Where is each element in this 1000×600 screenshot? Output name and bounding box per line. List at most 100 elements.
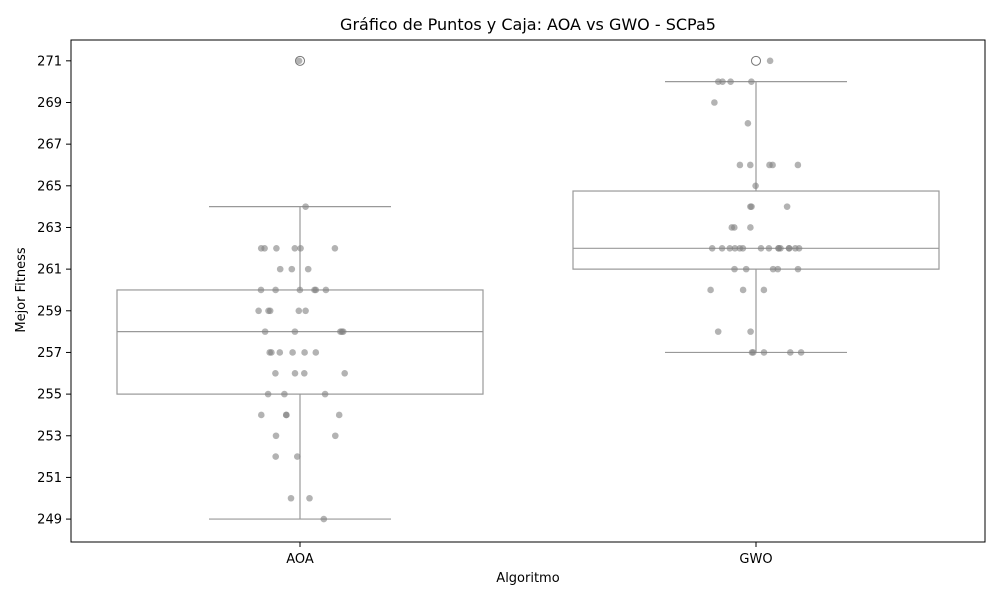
data-point-gwo <box>797 349 805 356</box>
data-point-aoa <box>321 390 329 398</box>
data-point-aoa <box>304 265 312 273</box>
data-point-aoa <box>276 265 284 273</box>
data-point-aoa <box>297 244 304 252</box>
data-point-gwo <box>748 78 755 85</box>
data-point-gwo <box>708 244 716 252</box>
outlier-gwo <box>751 55 761 66</box>
data-point-aoa <box>291 328 299 335</box>
data-point-aoa <box>335 411 343 419</box>
data-point-aoa <box>266 307 274 315</box>
data-point-aoa <box>281 390 288 398</box>
y-tick-label: 253 <box>37 429 62 444</box>
data-point-aoa <box>272 453 280 460</box>
x-tick-label: GWO <box>739 552 772 567</box>
data-point-aoa <box>291 244 299 252</box>
data-point-gwo <box>747 161 754 169</box>
data-point-aoa <box>291 369 299 377</box>
data-point-gwo <box>711 99 718 106</box>
x-tick-label: AOA <box>286 552 314 567</box>
data-point-aoa <box>288 265 296 273</box>
data-point-aoa <box>276 349 284 356</box>
data-point-gwo <box>769 265 777 273</box>
data-point-gwo <box>742 265 750 273</box>
data-point-gwo <box>731 244 739 252</box>
data-point-aoa <box>264 390 272 398</box>
data-point-gwo <box>792 244 799 252</box>
data-point-gwo <box>760 286 768 294</box>
data-point-aoa <box>301 369 308 377</box>
data-point-gwo <box>785 244 793 252</box>
data-point-aoa <box>338 328 346 335</box>
data-point-aoa <box>312 286 320 294</box>
data-point-gwo <box>749 349 757 356</box>
data-point-gwo <box>774 265 782 273</box>
data-point-aoa <box>294 453 301 460</box>
data-point-aoa <box>272 286 279 294</box>
data-point-aoa <box>296 286 304 294</box>
box-aoa <box>116 289 484 395</box>
y-tick-label: 255 <box>37 388 62 403</box>
plot-area: 249 251 253 255 257 259 261 263 265 267 269 271 AOA G… <box>37 39 986 567</box>
data-point-aoa <box>332 432 339 440</box>
data-point-gwo <box>783 203 791 210</box>
data-point-gwo <box>752 182 759 190</box>
data-point-aoa <box>289 349 296 356</box>
data-point-aoa <box>341 369 349 377</box>
data-point-aoa <box>287 494 295 502</box>
y-tick-label: 257 <box>37 346 62 361</box>
data-point-aoa <box>302 307 309 315</box>
data-point-aoa <box>306 494 313 502</box>
y-tick-label: 251 <box>37 471 62 486</box>
data-point-gwo <box>757 244 765 252</box>
data-point-aoa <box>302 203 309 210</box>
data-point-aoa <box>257 286 265 294</box>
data-point-aoa <box>272 432 280 440</box>
data-point-gwo <box>714 328 722 335</box>
data-point-aoa <box>257 244 265 252</box>
y-tick-label: 263 <box>37 221 62 236</box>
y-tick-label: 261 <box>37 263 62 278</box>
data-point-gwo <box>794 161 802 169</box>
data-point-gwo <box>726 244 734 252</box>
y-tick-label: 269 <box>37 96 62 111</box>
data-point-gwo <box>736 161 744 169</box>
y-tick-label: 259 <box>37 304 62 319</box>
data-point-gwo <box>766 161 773 169</box>
data-point-aoa <box>258 411 265 419</box>
data-point-gwo <box>748 203 755 210</box>
y-axis-label: Mejor Fitness <box>14 247 29 333</box>
data-point-gwo <box>715 78 722 85</box>
data-point-aoa <box>255 307 262 315</box>
data-point-gwo <box>739 244 747 252</box>
data-point-gwo <box>747 224 754 231</box>
data-point-gwo <box>744 120 752 127</box>
data-point-aoa <box>331 244 339 252</box>
data-point-aoa <box>295 57 303 65</box>
data-point-gwo <box>718 244 726 252</box>
data-point-aoa <box>301 349 308 356</box>
data-point-gwo <box>739 286 747 294</box>
data-point-aoa <box>272 369 279 377</box>
data-point-aoa <box>322 286 330 294</box>
x-axis-label: Algoritmo <box>496 571 559 586</box>
data-point-gwo <box>728 224 736 231</box>
data-point-gwo <box>766 57 774 65</box>
data-point-aoa <box>282 411 290 419</box>
data-point-gwo <box>727 78 734 85</box>
data-point-gwo <box>765 244 773 252</box>
y-tick-label: 267 <box>37 138 62 153</box>
data-point-aoa <box>261 328 269 335</box>
y-tick-label: 271 <box>37 54 62 69</box>
data-point-aoa <box>320 515 328 523</box>
y-tick-label: 265 <box>37 179 62 194</box>
data-point-gwo <box>747 328 754 335</box>
data-point-aoa <box>295 307 303 315</box>
data-point-gwo <box>775 244 783 252</box>
data-point-gwo <box>731 265 738 273</box>
data-point-gwo <box>794 265 802 273</box>
y-tick-label: 249 <box>37 513 62 528</box>
outlier-aoa <box>295 55 305 66</box>
chart-title: Gráfico de Puntos y Caja: AOA vs GWO - S… <box>340 15 716 34</box>
data-point-gwo <box>787 349 794 356</box>
